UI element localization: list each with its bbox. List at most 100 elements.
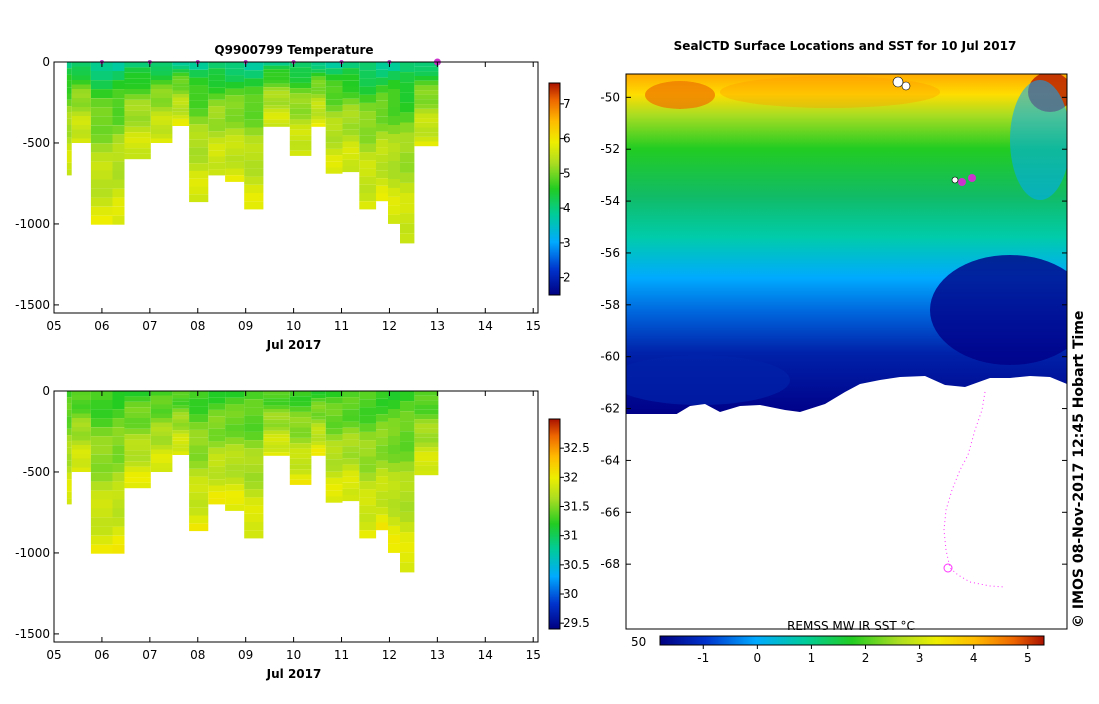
section-cell (400, 213, 415, 224)
section-cell (71, 467, 91, 472)
section-cell (225, 101, 245, 109)
section-cell (90, 89, 113, 99)
section-cell (71, 93, 91, 98)
section-cell (208, 428, 226, 436)
section-cell (342, 110, 360, 117)
section-cell (400, 401, 415, 412)
temperature-colorbar-ticks: 2 3 4 5 6 7 (560, 97, 571, 285)
section-cell (172, 398, 190, 402)
section-cell (172, 405, 190, 409)
section-cell (225, 148, 245, 156)
section-cell (325, 93, 343, 100)
section-cell (66, 391, 72, 398)
section-cell (208, 409, 226, 417)
section-cell (225, 437, 245, 445)
lat-tick-label: -62 (600, 402, 620, 416)
section-cell (289, 150, 312, 156)
section-cell (244, 94, 264, 103)
section-cell (289, 464, 312, 470)
section-cell (359, 111, 377, 120)
section-cell (400, 532, 415, 543)
section-cell (263, 445, 290, 449)
section-cell (400, 182, 415, 193)
section-cell (189, 93, 209, 101)
x-tick-label: 12 (382, 319, 397, 333)
section-cell (400, 421, 415, 432)
section-cell (208, 454, 226, 461)
section-cell (311, 72, 326, 77)
section-cell (112, 152, 125, 162)
section-cell (289, 140, 312, 146)
section-cell (90, 436, 113, 446)
section-cell (400, 193, 415, 204)
section-cell (400, 72, 415, 83)
section-cell (388, 107, 400, 116)
section-cell (244, 440, 264, 449)
section-cell (376, 460, 388, 469)
section-cell (208, 143, 226, 151)
section-cell (172, 444, 190, 448)
section-cell (263, 434, 290, 438)
section-cell (359, 94, 377, 103)
section-cell (342, 391, 360, 398)
section-cell (124, 418, 151, 424)
section-cell (90, 454, 113, 464)
section-cell (225, 115, 245, 122)
section-cell (66, 428, 72, 436)
section-cell (112, 170, 125, 180)
section-cell (150, 422, 173, 427)
cold-patch-east (930, 255, 1067, 365)
section-cell (189, 429, 209, 438)
section-cell (376, 123, 388, 132)
section-cell (325, 459, 343, 466)
section-cell (325, 484, 343, 491)
lat-tick-label: -58 (600, 298, 620, 312)
section-cell (225, 464, 245, 471)
section-cell (244, 127, 264, 136)
section-cell (289, 453, 312, 459)
section-cell (414, 104, 439, 109)
section-cell (172, 408, 190, 413)
section-cell (388, 427, 400, 436)
section-cell (311, 90, 326, 95)
sst-colorbar-ticks: -1 0 1 2 3 4 5 (697, 645, 1032, 665)
section-cell (263, 101, 290, 106)
section-cell (244, 448, 264, 457)
section-cell (112, 472, 125, 482)
section-cell (400, 233, 415, 244)
section-cell (244, 102, 264, 112)
section-cell (414, 465, 439, 471)
colorbar-tick-label: 31 (563, 529, 578, 543)
map-colorbar-left-label: 50 (631, 635, 646, 649)
section-cell (225, 168, 245, 176)
section-cell (189, 468, 209, 477)
section-cell (66, 169, 72, 176)
section-cell (124, 428, 151, 435)
section-cell (400, 203, 415, 214)
section-cell (325, 68, 343, 75)
section-cell (150, 427, 173, 432)
section-cell (414, 94, 439, 100)
section-cell (414, 113, 439, 119)
section-cell (325, 130, 343, 137)
section-cell (225, 417, 245, 425)
section-cell (376, 491, 388, 500)
section-cell (124, 461, 151, 467)
section-cell (400, 501, 415, 512)
section-cell (150, 440, 173, 445)
salinity-panel: 05 06 07 08 09 10 11 12 13 14 15 0 -500 -1000 -1500 J… (15, 384, 590, 681)
section-cell (359, 448, 377, 457)
section-cell (150, 71, 173, 76)
section-cell (225, 504, 245, 511)
section-cell (71, 98, 91, 103)
section-cell (289, 72, 312, 78)
section-cell (311, 409, 326, 413)
section-cell (71, 449, 91, 454)
section-cell (189, 515, 209, 524)
section-cell (289, 135, 312, 141)
section-cell (414, 136, 439, 142)
section-cell (172, 419, 190, 423)
section-cell (311, 87, 326, 91)
section-cell (208, 74, 226, 81)
section-cell (244, 472, 264, 482)
